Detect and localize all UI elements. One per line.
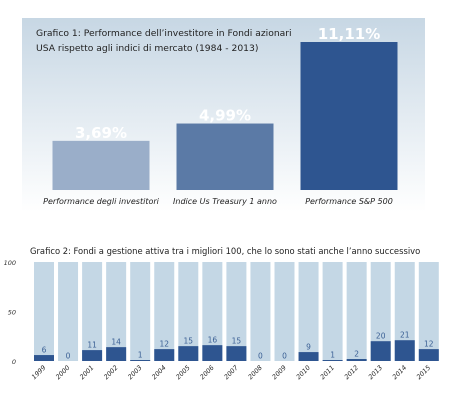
chart-1-category-label: Performance S&P 500: [305, 197, 393, 206]
chart-2-bar: [418, 349, 439, 361]
chart-2-background-bar: [394, 262, 415, 361]
chart-2-background-bar: [82, 262, 103, 361]
chart-2-bar: [106, 347, 127, 361]
chart-2-value-label: 12: [424, 340, 434, 349]
chart-2-background-bar: [34, 262, 54, 361]
chart-2-value-label: 12: [159, 340, 169, 349]
chart-2-value-label: 16: [208, 336, 218, 345]
chart-1-value-label: 3,69%: [75, 124, 127, 142]
chart-2-value-label: 2: [354, 350, 359, 359]
chart-2-value-label: 15: [184, 337, 194, 346]
chart-2-value-label: 1: [330, 351, 335, 360]
chart-2-bar: [202, 345, 223, 361]
chart-1-bar: [176, 123, 274, 190]
chart-2-value-label: 14: [111, 338, 121, 347]
chart-2-y-tick-label: 0: [12, 358, 16, 366]
chart-2-category-label: 2006: [198, 364, 215, 381]
chart-1-category-label: Performance degli investitori: [43, 197, 160, 206]
chart-2-bar: [34, 355, 54, 361]
chart-2-background-bar: [250, 262, 271, 361]
chart-2-title: Grafico 2: Fondi a gestione attiva tra i…: [30, 246, 421, 256]
chart-2-bar: [346, 359, 367, 361]
chart-2-y-tick-label: 100: [4, 259, 16, 267]
chart-2-background-bar: [226, 262, 247, 361]
chart-2-category-label: 2009: [271, 364, 288, 381]
chart-2-background-bar: [58, 262, 79, 361]
chart-2-category-label: 2014: [391, 364, 408, 381]
chart-2-category-label: 2010: [295, 364, 312, 381]
chart-2-value-label: 0: [66, 352, 71, 361]
chart-2-value-label: 0: [258, 352, 263, 361]
chart-2-category-label: 2000: [54, 364, 71, 381]
chart-2-background-bar: [418, 262, 439, 361]
chart-2-category-label: 2012: [343, 364, 360, 381]
chart-2-bar: [130, 360, 151, 361]
chart-2-category-label: 2015: [415, 364, 432, 381]
chart-2-bar: [322, 360, 343, 361]
chart-2-value-label: 21: [400, 331, 410, 340]
chart-2-value-label: 0: [282, 352, 287, 361]
chart-2-bar: [82, 350, 103, 361]
chart-2-background-bar: [298, 262, 319, 361]
chart-1-bar: [52, 140, 150, 190]
chart-2-bar: [394, 340, 415, 361]
chart-2-category-label: 2004: [150, 364, 167, 381]
chart-2-category-label: 2013: [367, 364, 384, 381]
chart-2-bar: [298, 352, 319, 361]
chart-2-y-tick-label: 50: [8, 309, 16, 317]
chart-2-category-label: 2003: [126, 364, 143, 381]
chart-2-background-bar: [178, 262, 199, 361]
chart-2-value-label: 20: [376, 332, 386, 341]
chart-2-background-bar: [130, 262, 151, 361]
chart-2-category-label: 2005: [174, 364, 191, 381]
chart-2-value-label: 1: [138, 351, 143, 360]
chart-2-background-bar: [106, 262, 127, 361]
chart-2-value-label: 9: [306, 343, 311, 352]
chart-1-bar: [300, 42, 398, 190]
chart-2-bar: [154, 349, 175, 361]
chart-2-category-label: 1999: [30, 364, 47, 381]
chart-2-bar: [178, 346, 199, 361]
chart-2-bar: [370, 341, 391, 361]
chart-2-value-label: 15: [232, 337, 242, 346]
chart-1-title: Grafico 1: Performance dell’investitore …: [36, 28, 292, 54]
chart-2-category-label: 2007: [222, 363, 240, 381]
chart-1-value-label: 4,99%: [199, 107, 251, 125]
chart-2-background-bar: [370, 262, 391, 361]
chart-2-background-bar: [322, 262, 343, 361]
chart-2-value-label: 11: [87, 341, 97, 350]
chart-2-category-label: 2002: [102, 364, 119, 381]
chart-2-category-label: 2011: [319, 364, 336, 381]
chart-2-background-bar: [274, 262, 295, 361]
chart-2-bar: [226, 346, 247, 361]
chart-1-value-label: 11,11%: [318, 25, 380, 43]
chart-2-background-bar: [154, 262, 175, 361]
chart-2-category-label: 2008: [247, 364, 264, 381]
chart-2-background-bar: [202, 262, 223, 361]
chart-1-category-label: Indice Us Treasury 1 anno: [173, 197, 277, 206]
chart-1: 3,69% 4,99% 11,11% Performance degli inves…: [22, 18, 425, 212]
chart-2-background-bar: [346, 262, 367, 361]
chart-2-category-label: 2001: [78, 364, 95, 381]
chart-2-value-label: 6: [42, 346, 47, 355]
